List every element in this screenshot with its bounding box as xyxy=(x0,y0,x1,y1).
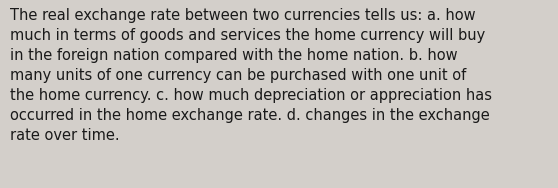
Text: The real exchange rate between two currencies tells us: a. how
much in terms of : The real exchange rate between two curre… xyxy=(10,8,492,143)
